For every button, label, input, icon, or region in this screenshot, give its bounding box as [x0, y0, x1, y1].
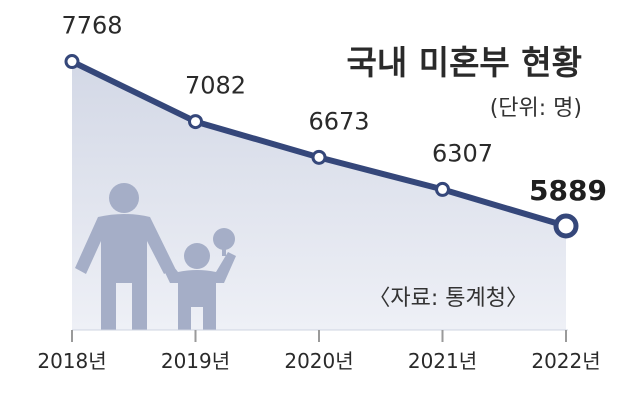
- unit-label: (단위: 명): [490, 96, 582, 121]
- father-figure-icon: [75, 183, 175, 330]
- data-label: 7768: [61, 12, 122, 40]
- data-points: [64, 54, 579, 239]
- source-label: 〈자료: 통계청〉: [368, 286, 528, 311]
- data-label: 6307: [432, 139, 493, 167]
- x-axis-labels: 2018년 2019년 2020년 2021년 2022년: [37, 349, 600, 373]
- data-point: [435, 181, 450, 197]
- x-tick-label: 2018년: [37, 349, 106, 373]
- x-tick-label: 2021년: [408, 349, 477, 373]
- balloon-icon: [213, 228, 235, 256]
- x-tick-label: 2020년: [284, 349, 353, 373]
- data-point: [188, 114, 203, 130]
- data-label-highlight: 5889: [529, 174, 607, 207]
- data-point-highlight: [553, 213, 579, 239]
- child-figure-icon: [160, 243, 236, 330]
- x-tick-label: 2022년: [531, 349, 600, 373]
- data-point: [64, 54, 80, 70]
- x-axis-ticks: [71, 330, 567, 342]
- father-child-illustration: [75, 183, 236, 330]
- data-point: [311, 149, 327, 165]
- data-label: 7082: [185, 72, 246, 100]
- x-tick-label: 2019년: [161, 349, 230, 373]
- chart-title: 국내 미혼부 현황: [347, 43, 583, 82]
- data-label: 6673: [308, 107, 369, 135]
- data-labels: 7768 7082 6673 6307 5889: [61, 12, 607, 207]
